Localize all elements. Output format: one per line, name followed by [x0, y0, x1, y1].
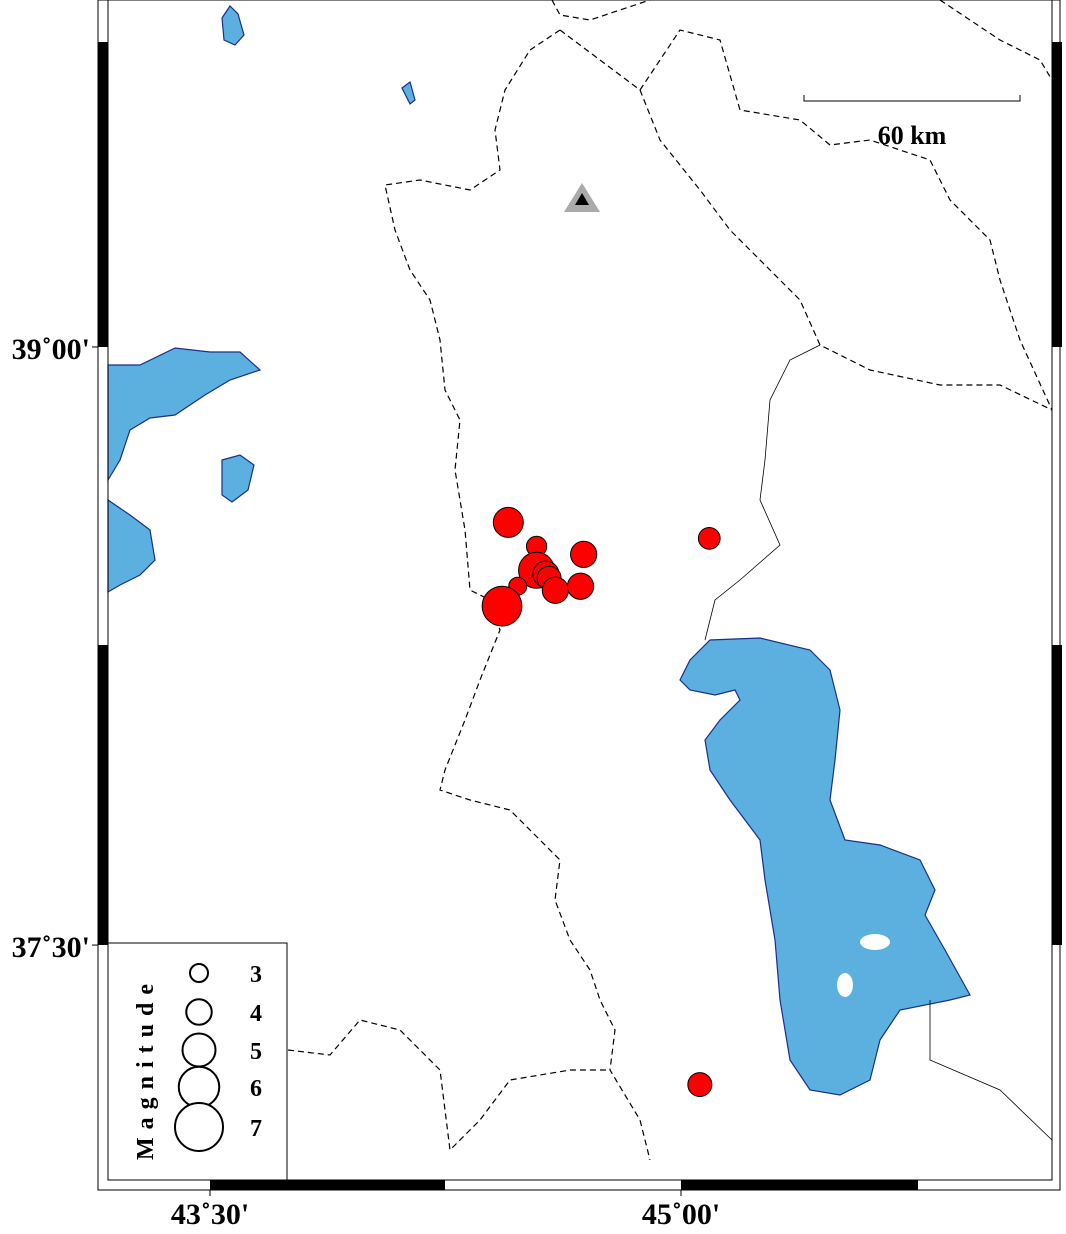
boundary — [704, 344, 821, 641]
legend-label: 6 — [250, 1076, 262, 1102]
frame — [97, 0, 1061, 1191]
legend-symbol — [189, 963, 209, 983]
border — [551, 0, 651, 21]
legend-label: 7 — [250, 1116, 262, 1142]
legend-symbol — [181, 1032, 217, 1068]
frame-bar — [98, 645, 108, 945]
lake — [107, 498, 156, 594]
scale-bar — [803, 95, 1021, 102]
earthquake — [492, 506, 524, 538]
legend-label: 3 — [250, 962, 262, 988]
earthquake — [570, 540, 598, 568]
frame — [107, 0, 1053, 1181]
legend-symbol — [174, 1102, 224, 1152]
legend-label: 4 — [250, 1001, 262, 1027]
border — [287, 1019, 610, 1152]
base-map — [107, 0, 1053, 1161]
island — [860, 934, 890, 950]
frame-bar — [1052, 42, 1062, 347]
boundary — [929, 1000, 1053, 1141]
frame-bar — [681, 1180, 918, 1190]
legend-symbol — [185, 998, 213, 1026]
lake — [221, 5, 245, 46]
earthquake — [541, 576, 570, 604]
legend-symbol — [177, 1065, 221, 1109]
lake — [221, 454, 255, 503]
lake — [401, 80, 416, 105]
frame-bar — [210, 1180, 445, 1190]
border — [639, 29, 1053, 411]
lon-label: 43˚30' — [171, 1198, 249, 1229]
border — [939, 0, 1053, 81]
earthquake — [481, 585, 523, 627]
earthquake — [697, 527, 721, 550]
earthquake — [566, 572, 595, 600]
lat-label: 37˚30' — [12, 931, 90, 964]
events — [481, 506, 721, 1098]
lon-label: 45˚00' — [642, 1198, 720, 1229]
island — [837, 973, 853, 997]
lat-label: 39˚00' — [12, 333, 90, 366]
lake — [107, 347, 262, 483]
earthquake — [687, 1072, 713, 1098]
legend-label: 5 — [250, 1039, 262, 1065]
legend: 3 4 5 6 7 — [174, 962, 262, 1152]
frame-bar — [1052, 645, 1062, 945]
ticks: 39˚00' 37˚30' 43˚30' 45˚00' — [12, 333, 720, 1231]
scale-label: 60 km — [878, 121, 947, 150]
lake-urmia — [679, 637, 971, 1096]
volcano — [575, 193, 589, 205]
border — [559, 29, 1053, 411]
frame-bar — [98, 42, 108, 347]
legend-title: Magnitude — [133, 976, 159, 1160]
